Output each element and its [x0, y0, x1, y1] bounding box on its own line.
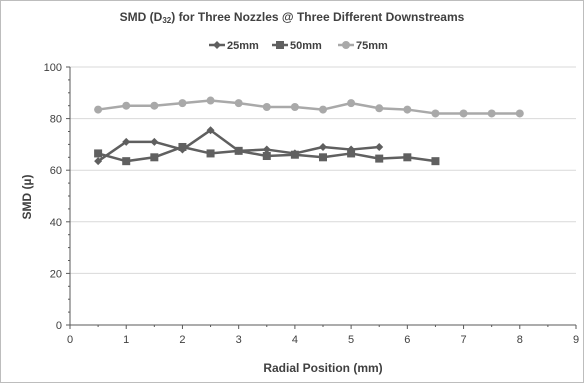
legend: 25mm 50mm 75mm [209, 40, 388, 52]
data-point-75mm-6 [262, 102, 271, 111]
chart-title: SMD (D32) for Three Nozzles @ Three Diff… [120, 10, 465, 25]
data-point-75mm-9 [347, 99, 356, 108]
data-point-75mm-14 [487, 109, 496, 118]
x-tick-label-4: 4 [292, 334, 298, 346]
legend-label-25mm: 25mm [227, 40, 259, 52]
data-point-75mm-0 [94, 105, 103, 114]
x-tick-label-1: 1 [123, 334, 129, 346]
series-line-75mm [97, 99, 520, 115]
data-point-25mm-8 [319, 142, 327, 151]
data-point-75mm-8 [319, 105, 327, 114]
data-point-50mm-12 [431, 157, 440, 166]
data-point-25mm-0 [94, 157, 103, 166]
data-point-75mm-13 [459, 109, 468, 118]
data-point-50mm-11 [403, 153, 412, 162]
data-point-25mm-1 [122, 137, 131, 146]
data-point-50mm-0 [94, 149, 103, 158]
y-tick-label-60: 60 [50, 165, 62, 177]
x-tick-label-8: 8 [517, 334, 523, 346]
data-point-25mm-6 [262, 145, 271, 154]
legend-marker-75mm [342, 41, 350, 49]
gridlines [70, 66, 576, 274]
x-tick-label-0: 0 [67, 334, 73, 346]
data-point-75mm-5 [234, 99, 243, 108]
y-tick-label-80: 80 [50, 114, 62, 126]
data-point-50mm-10 [375, 154, 384, 163]
data-point-50mm-5 [234, 146, 243, 155]
x-axis-title: Radial Position (mm) [263, 361, 382, 375]
legend-label-50mm: 50mm [290, 40, 322, 52]
data-point-50mm-4 [206, 149, 215, 158]
data-point-25mm-10 [375, 142, 384, 151]
x-tick-label-7: 7 [460, 334, 466, 346]
data-point-75mm-15 [515, 109, 524, 118]
data-point-75mm-12 [431, 109, 440, 118]
y-tick-label-100: 100 [44, 62, 62, 74]
data-point-50mm-9 [347, 149, 356, 158]
data-point-75mm-3 [178, 99, 187, 108]
legend-marker-25mm [213, 41, 221, 49]
data-point-75mm-11 [403, 105, 412, 114]
data-point-75mm-10 [375, 104, 384, 113]
axes [66, 66, 577, 329]
x-tick-label-6: 6 [404, 334, 410, 346]
data-point-50mm-1 [122, 157, 131, 166]
x-tick-label-2: 2 [179, 334, 185, 346]
x-tick-label-9: 9 [573, 334, 579, 346]
data-point-50mm-6 [262, 152, 271, 161]
data-point-50mm-2 [150, 153, 159, 162]
data-point-25mm-4 [206, 126, 215, 135]
data-point-75mm-1 [122, 101, 131, 110]
legend-item-25mm: 25mm [209, 40, 259, 52]
data-point-50mm-8 [319, 153, 327, 162]
x-tick-label-5: 5 [348, 334, 354, 346]
tick-labels: 0 20 40 60 80 100 0 1 2 3 4 5 6 7 8 9 [44, 62, 579, 346]
legend-label-75mm: 75mm [356, 40, 388, 52]
data-point-75mm-2 [150, 101, 159, 110]
series-75mm [94, 96, 524, 118]
y-tick-label-0: 0 [56, 320, 62, 332]
data-point-50mm-3 [178, 142, 187, 151]
legend-item-75mm: 75mm [338, 40, 388, 52]
data-point-50mm-7 [290, 150, 299, 159]
x-tick-label-3: 3 [236, 334, 242, 346]
y-tick-label-40: 40 [50, 217, 62, 229]
series-50mm [94, 142, 440, 166]
y-tick-label-20: 20 [50, 268, 62, 280]
series-group [94, 96, 524, 166]
data-point-75mm-7 [290, 102, 299, 111]
legend-item-50mm: 50mm [272, 40, 322, 52]
data-point-75mm-4 [206, 96, 215, 105]
y-axis-title: SMD (µ) [20, 175, 34, 220]
legend-marker-50mm [276, 41, 284, 49]
data-point-25mm-2 [150, 137, 159, 146]
